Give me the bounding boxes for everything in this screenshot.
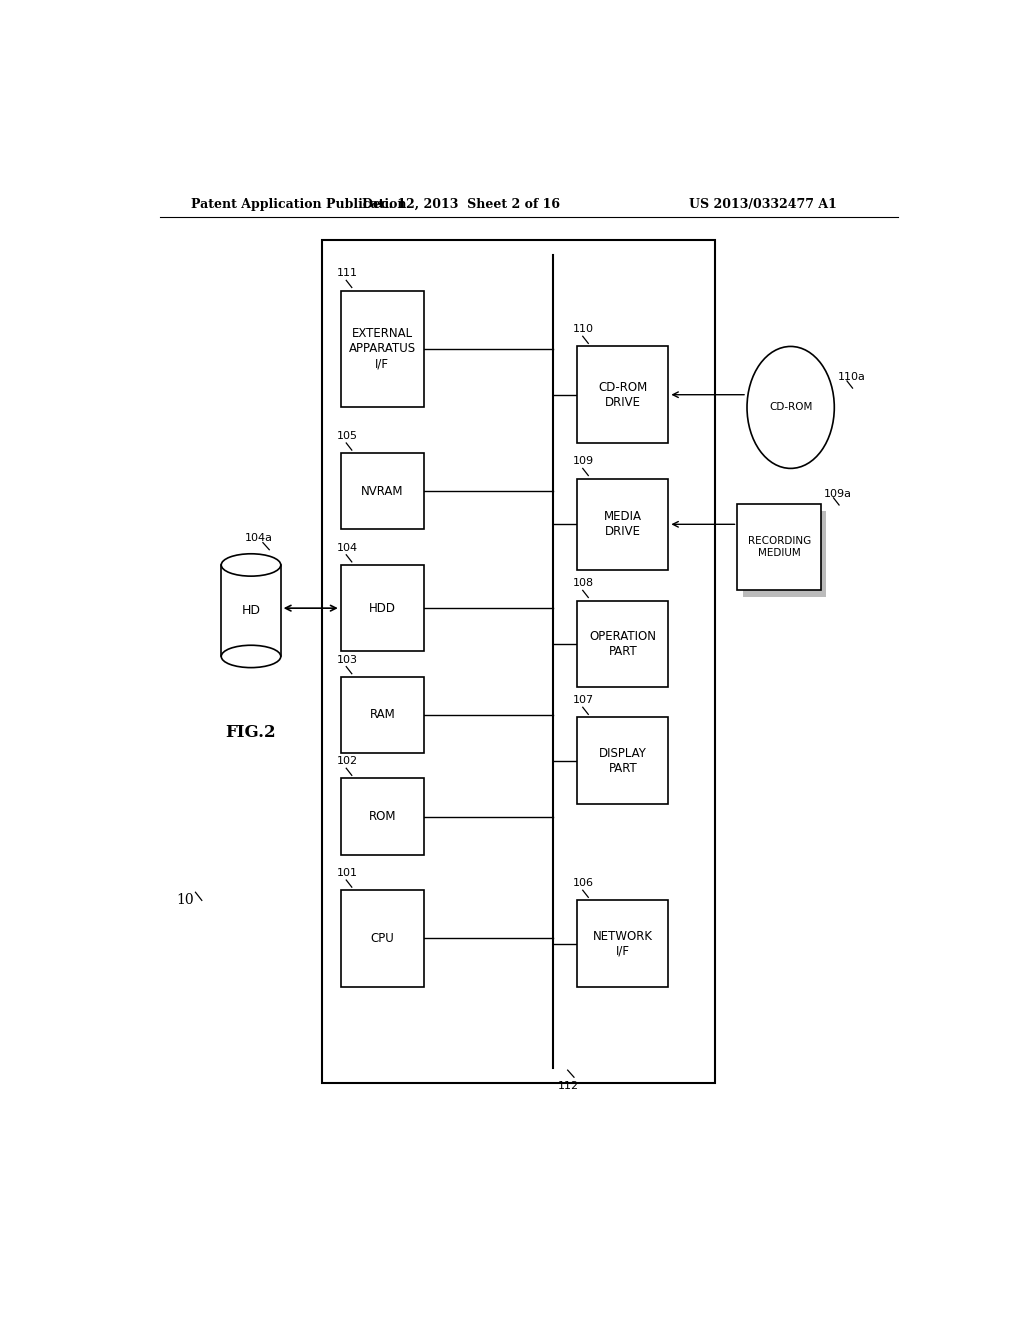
Text: ROM: ROM (369, 810, 396, 822)
Text: HD: HD (242, 605, 260, 618)
Text: NVRAM: NVRAM (361, 484, 403, 498)
Text: OPERATION
PART: OPERATION PART (589, 630, 656, 657)
Text: 104a: 104a (245, 532, 272, 543)
Text: CPU: CPU (371, 932, 394, 945)
Text: HDD: HDD (369, 602, 396, 615)
Text: 103: 103 (337, 655, 357, 664)
Text: RECORDING
MEDIUM: RECORDING MEDIUM (748, 536, 811, 558)
Text: 104: 104 (337, 543, 357, 553)
Text: 102: 102 (337, 756, 357, 766)
Text: 101: 101 (337, 869, 357, 878)
Bar (341, 565, 424, 651)
Text: EXTERNAL
APPARATUS
I/F: EXTERNAL APPARATUS I/F (349, 327, 416, 371)
Text: 110a: 110a (838, 372, 865, 381)
Text: FIG.2: FIG.2 (225, 725, 276, 741)
Bar (737, 504, 821, 590)
Text: 106: 106 (573, 878, 594, 888)
Bar (578, 718, 669, 804)
Bar (341, 290, 424, 408)
Text: 105: 105 (337, 430, 357, 441)
Text: Patent Application Publication: Patent Application Publication (191, 198, 407, 211)
Bar (323, 240, 715, 1084)
Text: 108: 108 (573, 578, 594, 589)
Text: 112: 112 (558, 1081, 580, 1092)
Text: 109a: 109a (824, 488, 852, 499)
Text: CD-ROM: CD-ROM (769, 403, 812, 412)
Text: CD-ROM
DRIVE: CD-ROM DRIVE (598, 380, 647, 409)
Text: Dec. 12, 2013  Sheet 2 of 16: Dec. 12, 2013 Sheet 2 of 16 (362, 198, 560, 211)
Bar (578, 601, 669, 686)
Ellipse shape (746, 346, 835, 469)
Bar (341, 677, 424, 752)
Text: 111: 111 (337, 268, 357, 279)
Ellipse shape (221, 645, 281, 668)
Text: 107: 107 (573, 696, 594, 705)
Text: MEDIA
DRIVE: MEDIA DRIVE (604, 511, 642, 539)
Bar (578, 900, 669, 987)
Bar (221, 565, 281, 656)
Bar (578, 479, 669, 570)
Text: 110: 110 (573, 325, 594, 334)
Text: 109: 109 (573, 457, 594, 466)
Bar (341, 453, 424, 529)
Bar (341, 779, 424, 854)
Text: US 2013/0332477 A1: US 2013/0332477 A1 (689, 198, 837, 211)
Bar (743, 511, 826, 598)
Bar (578, 346, 669, 444)
Bar (341, 890, 424, 987)
Text: DISPLAY
PART: DISPLAY PART (599, 747, 647, 775)
Text: 10: 10 (176, 894, 194, 907)
Text: RAM: RAM (370, 709, 395, 721)
Text: NETWORK
I/F: NETWORK I/F (593, 929, 653, 957)
Ellipse shape (221, 554, 281, 576)
